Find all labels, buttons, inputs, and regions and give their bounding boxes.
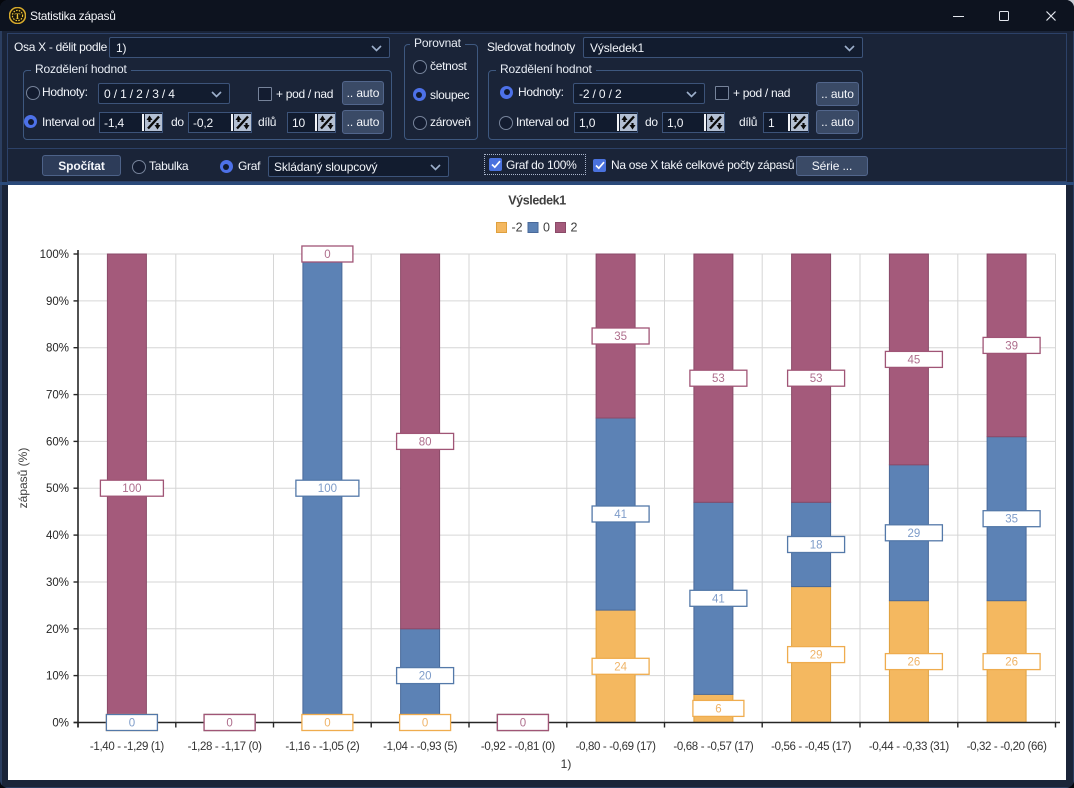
svg-text:100: 100: [122, 483, 141, 495]
svg-text:20: 20: [419, 670, 432, 682]
svg-text:0: 0: [226, 717, 232, 729]
svg-text:-0,68 - -0,57 (17): -0,68 - -0,57 (17): [673, 741, 754, 753]
svg-text:100: 100: [318, 483, 337, 495]
svg-text:50%: 50%: [46, 483, 69, 495]
svg-text:60%: 60%: [46, 436, 69, 448]
svg-text:80%: 80%: [46, 342, 69, 354]
svg-text:-0,56 - -0,45 (17): -0,56 - -0,45 (17): [771, 741, 852, 753]
svg-text:39: 39: [1005, 340, 1018, 352]
svg-text:53: 53: [810, 373, 823, 385]
svg-text:70%: 70%: [46, 389, 69, 401]
svg-text:-0,92 - -0,81 (0): -0,92 - -0,81 (0): [481, 741, 555, 753]
svg-text:20%: 20%: [46, 623, 69, 635]
svg-text:26: 26: [1005, 656, 1018, 668]
svg-text:35: 35: [614, 331, 627, 343]
svg-text:-1,16 - -1,05 (2): -1,16 - -1,05 (2): [285, 741, 359, 753]
svg-text:1): 1): [561, 757, 572, 771]
svg-text:26: 26: [908, 656, 921, 668]
svg-text:100%: 100%: [40, 249, 69, 261]
svg-text:-1,40 - -1,29 (1): -1,40 - -1,29 (1): [90, 741, 164, 753]
svg-text:40%: 40%: [46, 530, 69, 542]
svg-text:80: 80: [419, 436, 432, 448]
svg-text:53: 53: [712, 373, 725, 385]
svg-text:18: 18: [810, 539, 823, 551]
svg-text:Výsledek1: Výsledek1: [508, 193, 566, 207]
svg-text:-2: -2: [512, 220, 523, 234]
svg-text:0: 0: [324, 249, 330, 261]
svg-text:0%: 0%: [52, 717, 69, 729]
svg-text:30%: 30%: [46, 577, 69, 589]
svg-text:29: 29: [810, 649, 823, 661]
svg-text:29: 29: [908, 527, 921, 539]
svg-text:T: T: [15, 11, 21, 21]
svg-text:45: 45: [908, 354, 921, 366]
svg-text:-1,28 - -1,17 (0): -1,28 - -1,17 (0): [188, 741, 262, 753]
svg-text:35: 35: [1005, 513, 1018, 525]
svg-text:41: 41: [614, 509, 627, 521]
svg-text:0: 0: [422, 717, 428, 729]
svg-text:-0,44 - -0,33 (31): -0,44 - -0,33 (31): [869, 741, 950, 753]
svg-text:6: 6: [715, 703, 721, 715]
svg-text:0: 0: [543, 220, 550, 234]
svg-text:10%: 10%: [46, 670, 69, 682]
svg-text:24: 24: [614, 661, 627, 673]
svg-text:-1,04 - -0,93 (5): -1,04 - -0,93 (5): [383, 741, 457, 753]
svg-text:0: 0: [129, 717, 135, 729]
svg-text:-0,32 - -0,20 (66): -0,32 - -0,20 (66): [967, 741, 1048, 753]
svg-text:90%: 90%: [46, 295, 69, 307]
svg-text:41: 41: [712, 593, 725, 605]
svg-text:0: 0: [520, 717, 526, 729]
svg-text:2: 2: [571, 220, 578, 234]
svg-text:0: 0: [324, 717, 330, 729]
svg-text:-0,80 - -0,69 (17): -0,80 - -0,69 (17): [576, 741, 657, 753]
svg-text:zápasů (%): zápasů (%): [16, 447, 30, 508]
